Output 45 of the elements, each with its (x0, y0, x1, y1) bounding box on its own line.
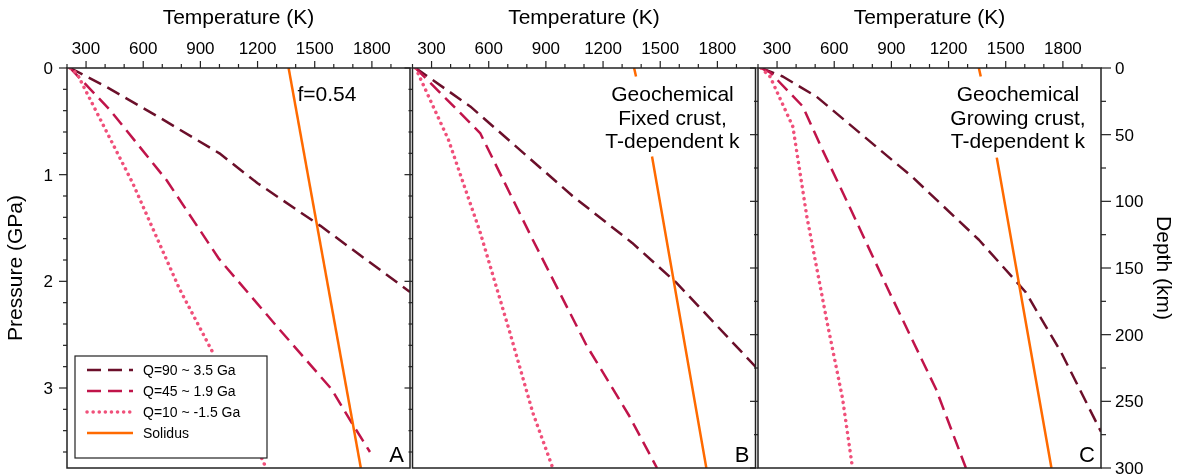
y2-tick-label: 300 (1115, 458, 1144, 475)
x-tick-label: 1200 (238, 39, 277, 58)
y-tick-label: 3 (43, 378, 53, 398)
y2-tick-label: 200 (1115, 325, 1144, 345)
y2-tick-label: 100 (1115, 192, 1144, 212)
x-tick-label: 300 (71, 39, 101, 58)
annotation: C (1079, 442, 1096, 467)
x-tick-label: 1500 (641, 39, 680, 58)
annotation: Geochemical Growing crust, T-dependent k (950, 82, 1086, 153)
legend-label: Q=45 ~ 1.9 Ga (143, 382, 236, 399)
x-tick-label: 1500 (295, 39, 334, 58)
legend-label: Solidus (143, 424, 189, 441)
y-tick-label: 2 (43, 272, 53, 292)
x-axis-title: Temperature (K) (853, 5, 1006, 28)
y-tick-label: 1 (43, 165, 53, 185)
annotation: Geochemical Fixed crust, T-dependent k (605, 82, 741, 153)
x-tick-label: 900 (186, 39, 215, 58)
x-tick-label: 300 (417, 39, 446, 58)
annotation: A (389, 442, 405, 467)
x-tick-label: 1200 (929, 39, 968, 58)
y2-tick-label: 0 (1115, 58, 1125, 78)
y2-tick-label: 50 (1115, 125, 1134, 145)
x-axis-title: Temperature (K) (508, 5, 660, 28)
x-tick-label: 600 (820, 39, 849, 58)
y2-tick-label: 250 (1115, 392, 1144, 412)
x-tick-label: 1800 (352, 39, 391, 58)
y-axis-title: Pressure (GPa) (3, 195, 26, 341)
x-tick-label: 900 (531, 39, 561, 58)
legend-label: Q=10 ~ -1.5 Ga (143, 403, 241, 420)
x-tick-label: 1800 (1043, 39, 1082, 58)
legend-label: Q=90 ~ 3.5 Ga (143, 361, 236, 378)
x-tick-label: 1500 (986, 39, 1025, 58)
x-tick-label: 1800 (698, 39, 737, 58)
annotation: f=0.54 (297, 82, 357, 105)
x-tick-label: 900 (877, 39, 906, 58)
x-tick-label: 1200 (584, 39, 622, 58)
y2-tick-label: 150 (1115, 258, 1144, 278)
line-series (68, 68, 372, 454)
x-tick-label: 600 (129, 39, 158, 58)
y2-axis-title: Depth (km) (1153, 216, 1176, 320)
x-tick-label: 300 (762, 39, 792, 58)
y-tick-label: 0 (43, 58, 53, 78)
x-axis-title: Temperature (K) (162, 5, 315, 28)
x-tick-label: 600 (474, 39, 503, 58)
annotation: B (734, 442, 750, 467)
